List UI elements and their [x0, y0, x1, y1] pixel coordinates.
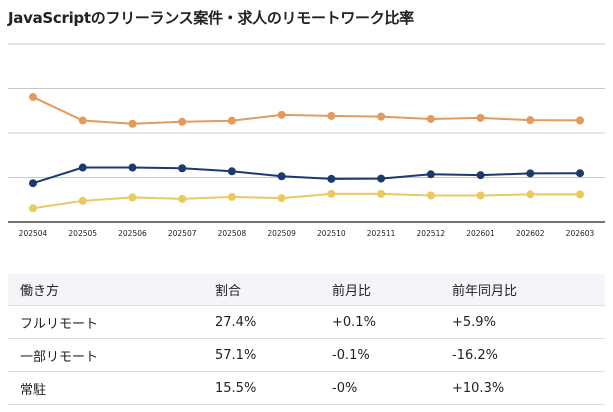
header-work-style: 働き方	[8, 274, 203, 306]
series-2-point	[128, 193, 137, 202]
series-0-point	[476, 113, 485, 122]
series-0-point	[29, 93, 37, 102]
x-tick-label: 202506	[118, 229, 147, 238]
line-chart: 202504 202505 202506 202507 202508 202509 2025…	[8, 43, 605, 238]
series-1-point	[178, 164, 187, 173]
series-1-point	[78, 163, 87, 172]
x-tick-label: 202509	[267, 229, 296, 238]
series-0-line	[32, 96, 581, 125]
table-header-row: 働き方 割合 前月比 前年同月比	[8, 274, 605, 306]
series-1-point	[277, 172, 286, 181]
cell-mom: -0.1%	[320, 338, 440, 372]
series-2-point	[78, 196, 87, 205]
x-tick-label: 202508	[218, 229, 247, 238]
x-tick-label: 202507	[168, 229, 197, 238]
series-1-point	[227, 167, 236, 176]
cell-mom: -0%	[320, 371, 440, 405]
series-1-point	[327, 174, 336, 183]
cell-ratio: 27.4%	[203, 305, 320, 339]
cell-work-style: フルリモート	[8, 305, 203, 339]
series-2-point	[377, 189, 386, 198]
header-mom: 前月比	[320, 274, 440, 306]
series-1-point	[576, 169, 584, 178]
series-0-point	[377, 112, 386, 121]
remote-ratio-table: 働き方 割合 前月比 前年同月比 フルリモート 27.4% +0.1% +5.9…	[8, 274, 605, 405]
cell-mom: +0.1%	[320, 305, 440, 339]
header-ratio: 割合	[203, 274, 320, 306]
cell-yoy: +5.9%	[440, 305, 605, 339]
table-row: 一部リモート 57.1% -0.1% -16.2%	[8, 338, 605, 372]
cell-ratio: 15.5%	[203, 371, 320, 405]
chart-title: JavaScriptのフリーランス案件・求人のリモートワーク比率	[8, 9, 414, 27]
cell-yoy: +10.3%	[440, 371, 605, 405]
cell-ratio: 57.1%	[203, 338, 320, 372]
series-1-point	[377, 174, 386, 183]
series-2-point	[227, 192, 236, 201]
series-1-line	[32, 166, 581, 185]
series-0-point	[426, 114, 435, 123]
series-0-point	[526, 116, 535, 125]
series-2-point	[526, 190, 535, 199]
cell-work-style: 常駐	[8, 371, 203, 405]
cell-yoy: -16.2%	[440, 338, 605, 372]
series-2-point	[277, 194, 286, 203]
series-0-point	[128, 119, 137, 128]
header-yoy: 前年同月比	[440, 274, 605, 306]
series-0-point	[227, 116, 236, 125]
series-2-point	[327, 189, 336, 198]
x-tick-label: 202511	[367, 229, 396, 238]
series-1-point	[128, 163, 137, 172]
series-0-point	[327, 111, 336, 120]
series-2-line	[32, 192, 580, 210]
series-1-point	[476, 171, 485, 180]
series-2-point	[476, 191, 485, 200]
x-tick-label: 202504	[19, 229, 48, 238]
series-1-point	[526, 169, 535, 178]
cell-work-style: 一部リモート	[8, 338, 203, 372]
x-tick-label: 202603	[566, 229, 595, 238]
series-0-point	[178, 117, 187, 126]
x-tick-label: 202510	[317, 229, 346, 238]
x-tick-label: 202512	[416, 229, 445, 238]
series-0-point	[78, 116, 87, 125]
table-row: 常駐 15.5% -0% +10.3%	[8, 371, 605, 405]
x-tick-label: 202602	[516, 229, 545, 238]
series-0-point	[277, 110, 286, 119]
table-row: フルリモート 27.4% +0.1% +5.9%	[8, 305, 605, 339]
x-tick-label: 202601	[466, 229, 495, 238]
series-0-point	[576, 116, 584, 125]
x-tick-label: 202505	[68, 229, 97, 238]
series-2-point	[29, 204, 37, 213]
series-2-point	[426, 191, 435, 200]
series-1-point	[426, 170, 435, 179]
series-2-point	[178, 194, 187, 203]
series-1-point	[29, 179, 37, 188]
series-2-point	[576, 190, 584, 199]
